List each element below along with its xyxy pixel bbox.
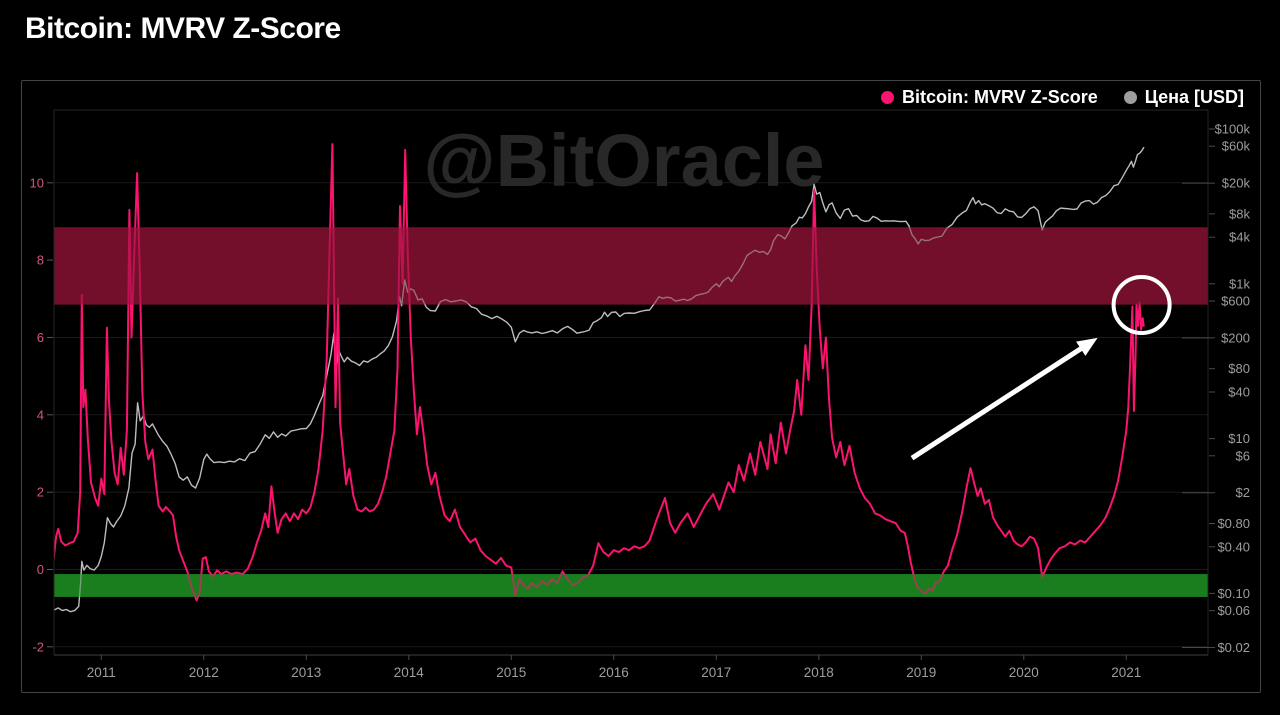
overvalued-zone-band [54,227,1208,305]
z-axis-tick-label: -2 [32,639,44,654]
z-axis-tick-label: 4 [37,407,44,422]
mvrv-line [54,143,1145,602]
legend-item-price[interactable]: Цена [USD] [1123,87,1244,108]
z-axis-tick-label: 8 [37,253,44,268]
x-axis-tick-label: 2013 [291,665,321,680]
z-axis-tick-label: 2 [37,485,44,500]
legend-dot-mvrv-icon [881,91,895,104]
price-axis-tick-label: $4k [1229,230,1250,245]
price-axis-tick-label: $40 [1228,385,1250,400]
price-axis-tick-label: $100k [1215,122,1251,137]
x-axis-tick-label: 2015 [496,665,526,680]
price-axis-tick-label: $2 [1236,485,1250,500]
overvalued-zone-band-overlay [54,227,1208,305]
price-axis-tick-label: $0.02 [1217,640,1250,655]
legend-dot-price-icon [1123,91,1137,104]
watermark: @BitOracle [423,119,824,202]
price-axis-tick-label: $60k [1222,139,1251,154]
price-axis-tick-label: $6 [1236,448,1250,463]
price-axis-tick-label: $1k [1229,276,1250,291]
price-axis-tick-label: $10 [1228,431,1250,446]
undervalued-zone-band-overlay [54,574,1208,597]
legend-label-mvrv: Bitcoin: MVRV Z-Score [902,87,1098,107]
trend-arrow [910,343,1088,461]
price-axis-tick-label: $8k [1229,206,1250,221]
x-axis-tick-label: 2018 [804,665,834,680]
z-axis-tick-label: 6 [37,330,44,345]
x-axis-tick-label: 2016 [599,665,629,680]
price-line [54,146,1145,613]
highlight-circle [1111,275,1172,335]
trend-arrowhead-icon [1076,337,1098,356]
page-title: Bitcoin: MVRV Z-Score [25,12,341,45]
price-axis-tick-label: $600 [1221,294,1250,309]
z-axis-tick-label: 10 [30,175,44,190]
z-axis-tick-label: 0 [37,562,44,577]
x-axis-tick-label: 2011 [87,665,116,680]
price-axis-tick-label: $20k [1222,176,1251,191]
price-axis-tick-label: $0.10 [1217,586,1250,601]
x-axis-tick-label: 2021 [1111,665,1141,680]
x-axis-tick-label: 2012 [189,665,219,680]
x-axis-tick-label: 2019 [906,665,936,680]
x-axis-tick-label: 2017 [701,665,731,680]
price-axis-tick-label: $80 [1228,361,1250,376]
legend-item-mvrv[interactable]: Bitcoin: MVRV Z-Score [881,87,1098,108]
price-axis-tick-label: $0.06 [1217,603,1250,618]
x-axis-tick-label: 2020 [1009,665,1039,680]
price-axis-tick-label: $0.40 [1217,539,1250,554]
chart-legend: Bitcoin: MVRV Z-Score Цена [USD] [881,87,1244,108]
x-axis-tick-label: 2014 [394,665,425,680]
price-axis-tick-label: $200 [1221,330,1250,345]
undervalued-zone-band [54,574,1208,597]
price-axis-tick-label: $0.80 [1217,516,1250,531]
legend-label-price: Цена [USD] [1144,87,1244,107]
